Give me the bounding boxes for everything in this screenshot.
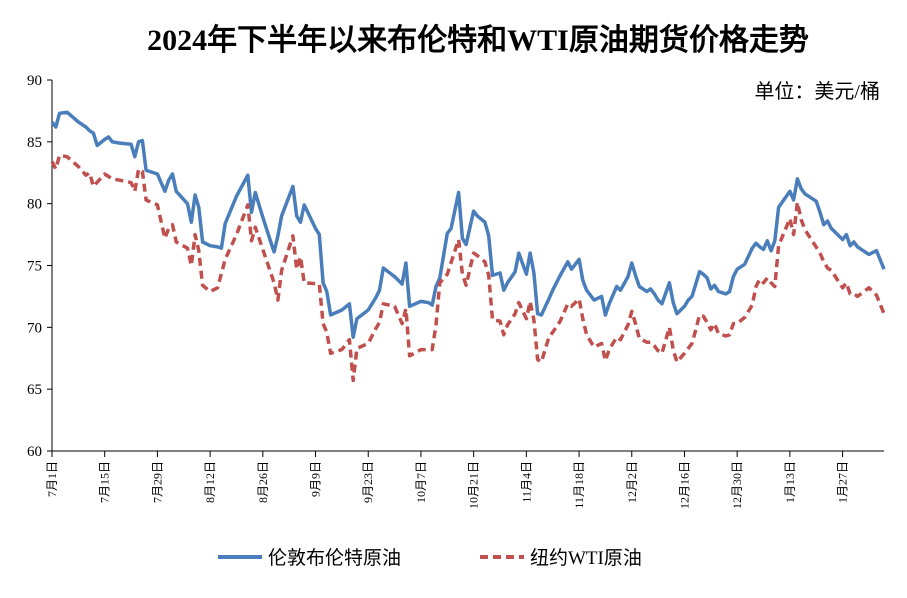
x-tick-label: 12月16日 (677, 461, 691, 509)
x-tick-label: 8月26日 (256, 461, 270, 503)
legend: 伦敦布伦特原油 纽约WTI原油 (218, 547, 642, 569)
legend-brent-label: 伦敦布伦特原油 (268, 547, 401, 569)
unit-label: 单位：美元/桶 (754, 80, 880, 103)
x-tick-label: 11月18日 (572, 461, 586, 509)
x-tick-label: 10月7日 (414, 461, 428, 503)
y-tick-label: 90 (27, 73, 42, 89)
x-tick-label: 11月4日 (519, 461, 533, 503)
series-line-brent (50, 110, 886, 339)
legend-wti-label: 纽约WTI原油 (530, 547, 642, 569)
x-tick-label: 9月9日 (309, 461, 323, 497)
y-tick-label: 85 (27, 135, 42, 151)
y-tick-label: 65 (27, 382, 42, 398)
chart-title: 2024年下半年以来布伦特和WTI原油期货价格走势 (147, 23, 809, 57)
x-tick-label: 8月12日 (203, 461, 217, 503)
x-tick-label: 7月1日 (45, 461, 59, 497)
y-tick-label: 80 (27, 197, 42, 213)
y-tick-label: 60 (27, 444, 42, 460)
x-tick-label: 12月30日 (730, 461, 744, 509)
x-tick-label: 7月15日 (98, 461, 112, 503)
x-tick-label: 10月21日 (467, 461, 481, 509)
x-tick-label: 12月2日 (625, 461, 639, 503)
x-tick-label: 1月27日 (836, 461, 850, 503)
x-tick-label: 1月13日 (783, 461, 797, 503)
plot-area: 60 65 70 75 80 85 90 7月1日 7月15日 7月29日 8月12日 8月26日 9月… (27, 73, 886, 509)
x-tick-label: 9月23日 (361, 461, 375, 503)
series-line-wti (50, 153, 886, 383)
x-tick-label: 7月29日 (150, 461, 164, 503)
y-tick-label: 70 (27, 320, 42, 336)
y-tick-label: 75 (27, 259, 42, 275)
